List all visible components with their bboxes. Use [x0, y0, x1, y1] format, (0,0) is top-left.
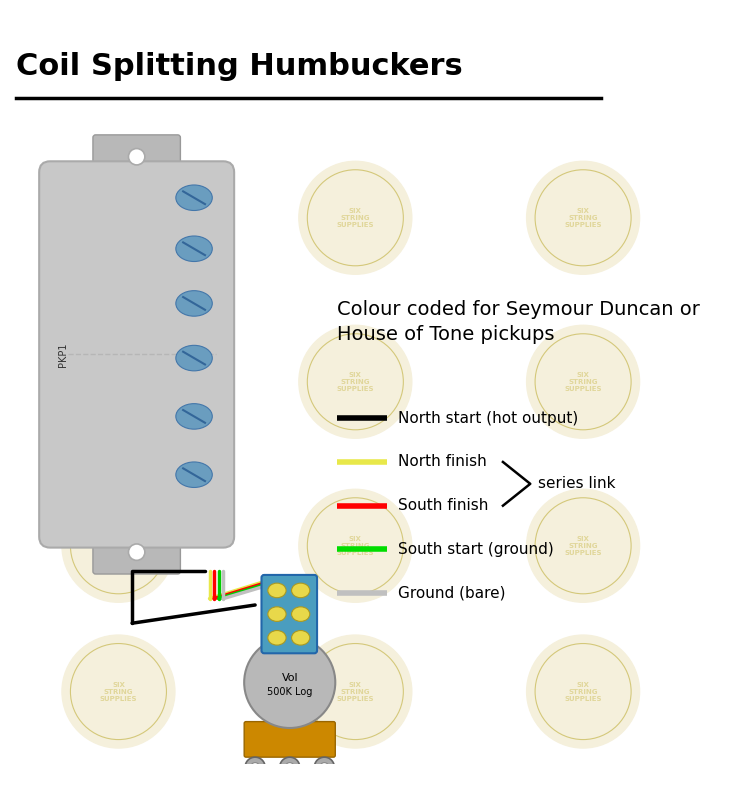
Text: series link: series link [538, 476, 615, 491]
FancyBboxPatch shape [93, 530, 180, 574]
Text: SIX
STRING
SUPPLIES: SIX STRING SUPPLIES [100, 682, 137, 702]
Circle shape [62, 490, 175, 602]
Text: SIX
STRING
SUPPLIES: SIX STRING SUPPLIES [564, 372, 602, 392]
Ellipse shape [176, 462, 212, 487]
Circle shape [314, 757, 335, 777]
Circle shape [526, 635, 640, 748]
Text: SIX
STRING
SUPPLIES: SIX STRING SUPPLIES [337, 682, 374, 702]
Circle shape [129, 149, 145, 165]
Circle shape [320, 762, 329, 772]
Ellipse shape [176, 290, 212, 316]
FancyBboxPatch shape [244, 722, 335, 757]
Text: SIX
STRING
SUPPLIES: SIX STRING SUPPLIES [337, 372, 374, 392]
Ellipse shape [176, 185, 212, 210]
Ellipse shape [292, 630, 310, 645]
Text: South start (ground): South start (ground) [398, 542, 554, 557]
Ellipse shape [292, 583, 310, 598]
Text: South finish: South finish [398, 498, 489, 513]
Text: SIX
STRING
SUPPLIES: SIX STRING SUPPLIES [337, 208, 374, 228]
Text: SIX
STRING
SUPPLIES: SIX STRING SUPPLIES [337, 536, 374, 556]
Ellipse shape [176, 404, 212, 429]
Circle shape [129, 544, 145, 560]
Ellipse shape [292, 607, 310, 622]
Ellipse shape [176, 236, 212, 262]
Circle shape [526, 490, 640, 602]
Text: 500K Log: 500K Log [267, 687, 312, 698]
Text: PKP1: PKP1 [58, 342, 68, 366]
Text: SIX
STRING
SUPPLIES: SIX STRING SUPPLIES [564, 536, 602, 556]
Text: SIX
STRING
SUPPLIES: SIX STRING SUPPLIES [100, 372, 137, 392]
Circle shape [62, 326, 175, 438]
Text: Colour coded for Seymour Duncan or
House of Tone pickups: Colour coded for Seymour Duncan or House… [337, 300, 700, 344]
Text: SIX
STRING
SUPPLIES: SIX STRING SUPPLIES [100, 208, 137, 228]
Circle shape [299, 635, 412, 748]
Text: SIX
STRING
SUPPLIES: SIX STRING SUPPLIES [564, 208, 602, 228]
Text: North finish: North finish [398, 454, 487, 470]
Circle shape [280, 757, 300, 777]
Ellipse shape [176, 346, 212, 371]
Text: North start (hot output): North start (hot output) [398, 410, 578, 426]
Circle shape [62, 635, 175, 748]
Text: Ground (bare): Ground (bare) [398, 586, 505, 601]
Circle shape [244, 637, 335, 728]
Ellipse shape [268, 607, 286, 622]
Text: SIX
STRING
SUPPLIES: SIX STRING SUPPLIES [564, 682, 602, 702]
Circle shape [250, 762, 259, 772]
Text: Vol: Vol [281, 673, 298, 683]
Circle shape [299, 490, 412, 602]
Circle shape [526, 162, 640, 274]
FancyBboxPatch shape [39, 162, 234, 547]
Circle shape [299, 162, 412, 274]
Ellipse shape [268, 630, 286, 645]
Text: SIX
STRING
SUPPLIES: SIX STRING SUPPLIES [100, 536, 137, 556]
Circle shape [526, 326, 640, 438]
Ellipse shape [268, 583, 286, 598]
Circle shape [299, 326, 412, 438]
Circle shape [245, 757, 265, 777]
FancyBboxPatch shape [93, 135, 180, 178]
FancyBboxPatch shape [262, 575, 317, 654]
Circle shape [285, 762, 294, 772]
Text: Coil Splitting Humbuckers: Coil Splitting Humbuckers [17, 52, 463, 81]
Circle shape [62, 162, 175, 274]
